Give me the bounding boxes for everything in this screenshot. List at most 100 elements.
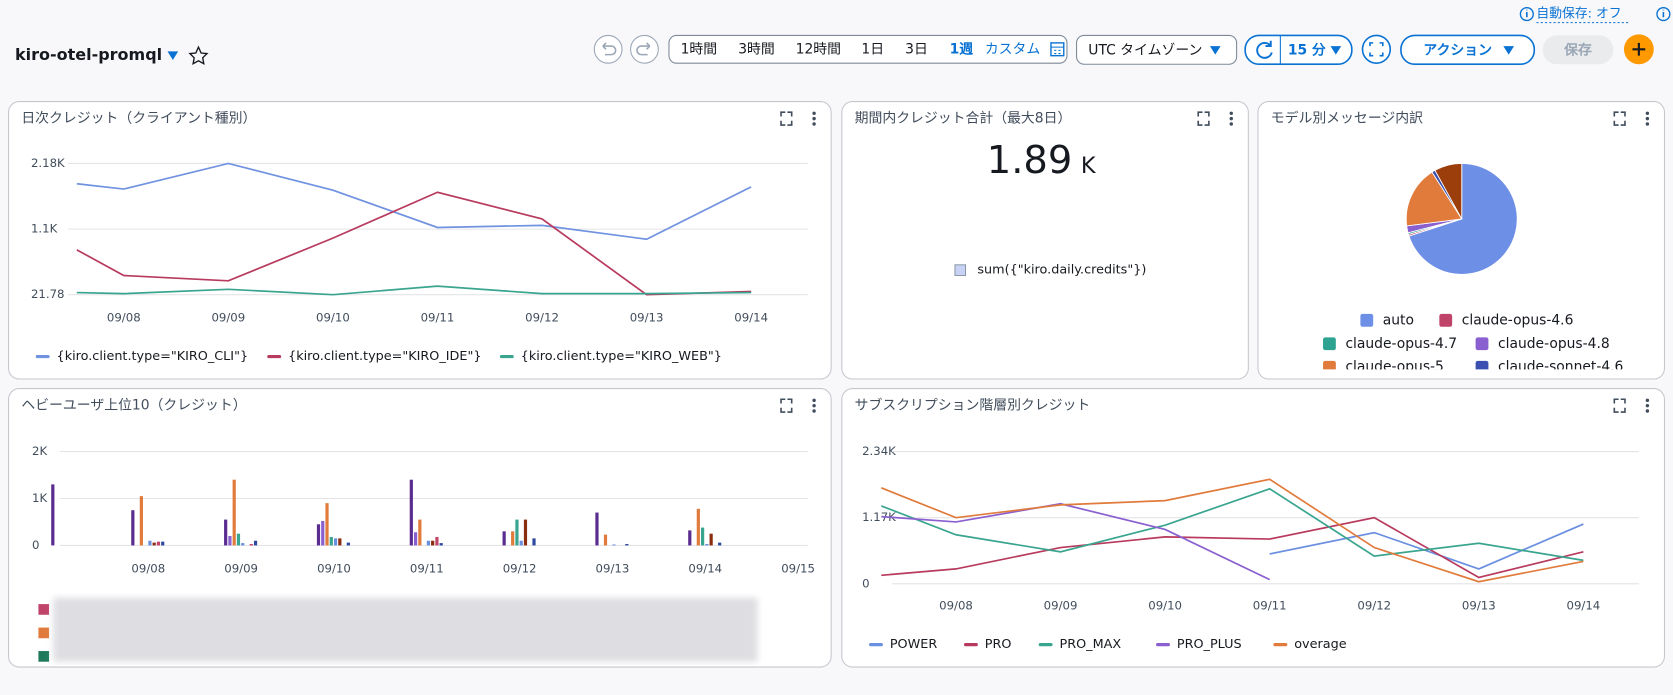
- legend-swatch: [38, 651, 50, 662]
- fullscreen-button[interactable]: [1361, 34, 1392, 64]
- bar: [700, 527, 705, 546]
- bar: [532, 538, 536, 546]
- panel-fullscreen-icon[interactable]: [780, 398, 793, 413]
- redo-icon: [636, 42, 651, 56]
- bar: [511, 531, 515, 546]
- legend-label: PRO_MAX: [1059, 637, 1121, 652]
- legend-label: claude-opus-4.6: [1462, 312, 1574, 328]
- series-line: [76, 191, 752, 296]
- bar: [409, 479, 413, 546]
- x-tick-label: 09/09: [211, 311, 245, 325]
- time-range-option[interactable]: 1日: [861, 41, 884, 57]
- time-range-option[interactable]: 1週: [950, 41, 974, 57]
- legend-redacted: [53, 597, 758, 662]
- calendar-icon[interactable]: [1050, 42, 1065, 57]
- title-dropdown[interactable]: [167, 51, 179, 60]
- bar: [316, 524, 321, 546]
- time-range-option[interactable]: 3日: [905, 41, 928, 57]
- bar: [321, 521, 325, 546]
- autosave-link[interactable]: 自動保存: オフ: [1536, 7, 1621, 22]
- y-tick-label: 2K: [32, 444, 47, 458]
- time-range-option[interactable]: 12時間: [796, 41, 841, 57]
- refresh-group[interactable]: [1244, 34, 1353, 66]
- dashboard-title: kiro-otel-promql: [15, 45, 162, 64]
- actions-button[interactable]: [1400, 34, 1536, 66]
- fullscreen-icon: [1369, 42, 1384, 57]
- pie-slice: [1405, 171, 1463, 227]
- panel-menu-dot: [812, 398, 816, 403]
- legend-label: {kiro.client.type="KIRO_CLI"}: [57, 349, 249, 364]
- y-tick-label: 1K: [32, 491, 47, 505]
- time-range-option[interactable]: カスタム: [985, 41, 1040, 57]
- panel-menu-dot: [812, 122, 816, 126]
- undo-button[interactable]: [593, 34, 623, 64]
- info-icon[interactable]: [1519, 6, 1534, 22]
- panel-fullscreen-icon[interactable]: [1613, 398, 1626, 413]
- refresh-icon[interactable]: [1256, 40, 1273, 59]
- redo-button[interactable]: [630, 34, 659, 64]
- favorite-star[interactable]: [188, 45, 209, 65]
- bar: [338, 538, 342, 546]
- x-tick-label: 09/10: [317, 561, 351, 575]
- refresh-caret: [1330, 46, 1342, 55]
- panel: [8, 101, 832, 380]
- panel-title: 日次クレジット（クライアント種別）: [21, 111, 256, 127]
- x-tick-label: 09/15: [781, 561, 815, 575]
- legend-swatch: [38, 627, 50, 639]
- x-tick-label: 09/08: [131, 561, 165, 575]
- bar: [413, 532, 418, 546]
- legend-swatch: [38, 604, 50, 615]
- legend-label: auto: [1383, 312, 1414, 328]
- bar: [249, 544, 253, 546]
- stat-unit: K: [1081, 153, 1097, 179]
- legend-swatch: [1439, 313, 1453, 327]
- x-tick-label: 09/13: [1462, 599, 1496, 613]
- x-tick-label: 09/14: [1566, 599, 1600, 613]
- panel-menu-dot: [1645, 409, 1650, 413]
- panel-title: サブスクリプション階層別クレジット: [855, 397, 1091, 414]
- save-button[interactable]: [1542, 35, 1614, 65]
- undo-icon: [602, 42, 617, 56]
- refresh-interval[interactable]: 15 分: [1288, 42, 1326, 58]
- bar: [595, 512, 599, 546]
- timezone-label: UTC タイムゾーン: [1088, 42, 1202, 58]
- info-icon[interactable]: [1656, 6, 1671, 22]
- bar: [51, 484, 55, 546]
- bar: [325, 503, 329, 546]
- y-tick-label: 1.1K: [31, 222, 58, 236]
- panel-fullscreen-icon[interactable]: [780, 111, 793, 126]
- bar: [612, 544, 616, 546]
- panel-fullscreen-icon[interactable]: [1613, 111, 1626, 126]
- time-range-group: [668, 34, 1068, 64]
- timezone-select[interactable]: [1076, 34, 1238, 65]
- bar: [625, 544, 629, 546]
- legend-swatch: [1475, 337, 1489, 351]
- x-tick-label: 09/09: [224, 561, 258, 575]
- panel-menu-dot: [812, 116, 816, 121]
- x-tick-label: 09/11: [1253, 599, 1287, 613]
- x-tick-label: 09/12: [503, 561, 537, 575]
- x-tick-label: 09/11: [421, 311, 455, 325]
- bar: [688, 530, 692, 546]
- panel-menu-dot: [1229, 111, 1233, 116]
- panel-fullscreen-icon[interactable]: [1197, 111, 1210, 126]
- bar: [709, 533, 713, 546]
- bar: [228, 536, 232, 546]
- time-range-option[interactable]: 3時間: [738, 41, 775, 57]
- legend-label: sum({"kiro.daily.credits"}): [977, 263, 1146, 278]
- series-line: [881, 516, 1584, 579]
- pie-slice: [1408, 163, 1518, 275]
- save-label: 保存: [1563, 41, 1592, 58]
- panel: [841, 101, 1249, 380]
- bar: [253, 540, 258, 546]
- bar: [232, 479, 236, 546]
- calendar-grid: [1050, 46, 1064, 55]
- panel-menu-dot: [1229, 122, 1233, 126]
- x-tick-label: 09/10: [1148, 599, 1182, 613]
- panel-menu-dot: [1645, 403, 1650, 408]
- panel-title: ヘビーユーザ上位10（クレジット）: [21, 398, 246, 414]
- legend-swatch: [1360, 313, 1374, 327]
- time-range-option[interactable]: 1時間: [681, 41, 718, 57]
- legend-swatch: [1323, 360, 1336, 370]
